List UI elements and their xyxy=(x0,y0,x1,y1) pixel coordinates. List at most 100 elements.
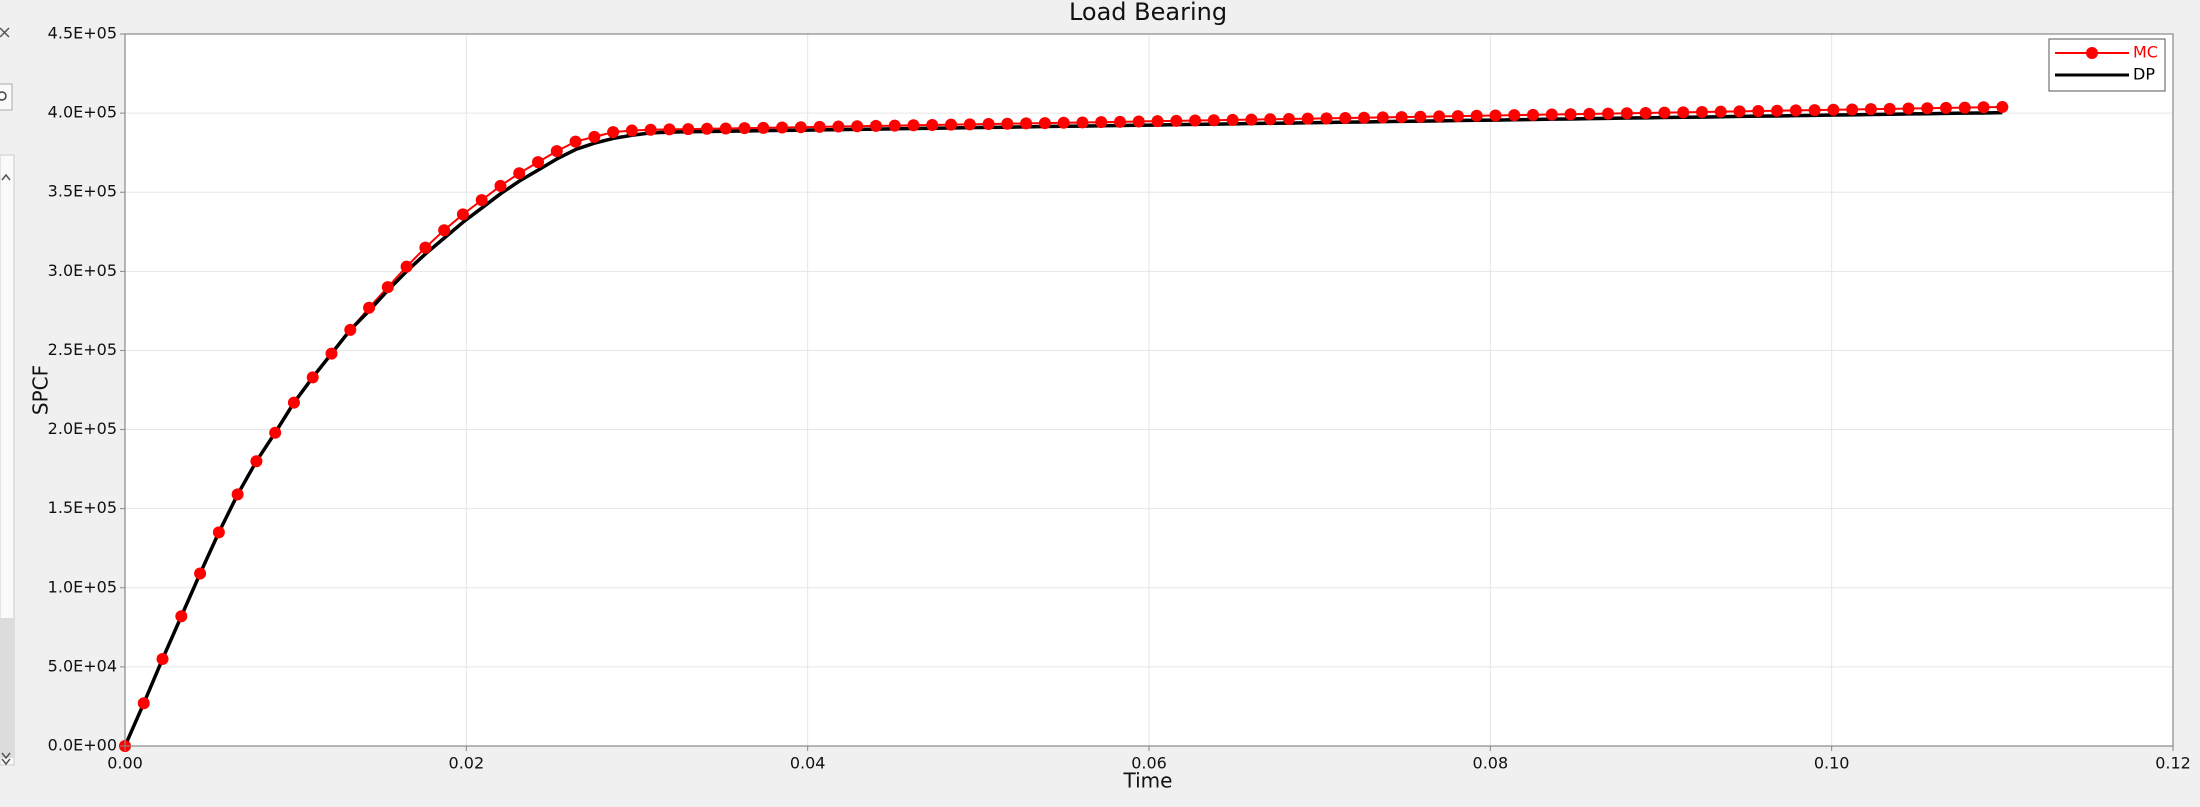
y-tick-label: 0.0E+00 xyxy=(48,736,117,755)
chart-title: Load Bearing xyxy=(1069,0,1227,26)
data-point xyxy=(381,281,394,294)
x-tick-label: 0.06 xyxy=(1131,754,1167,773)
data-point xyxy=(1207,114,1220,127)
data-point xyxy=(1921,102,1934,115)
data-point xyxy=(1789,104,1802,117)
data-point xyxy=(1395,111,1408,124)
close-icon[interactable] xyxy=(0,27,10,38)
data-point xyxy=(1639,106,1652,119)
data-point xyxy=(588,130,601,143)
x-tick-label: 0.08 xyxy=(1473,754,1509,773)
data-point xyxy=(1527,108,1539,121)
data-point xyxy=(982,118,995,131)
data-point xyxy=(1883,102,1896,115)
y-tick-label: 3.5E+05 xyxy=(48,182,117,201)
data-point xyxy=(1376,111,1389,124)
data-point xyxy=(1095,116,1108,129)
data-point xyxy=(1714,105,1727,118)
data-point xyxy=(945,118,958,131)
data-point xyxy=(1226,113,1239,126)
y-tick-label: 4.5E+05 xyxy=(48,24,117,43)
data-point xyxy=(1902,102,1915,115)
y-tick-label: 5.0E+04 xyxy=(48,656,117,675)
data-point xyxy=(1038,117,1051,130)
data-point xyxy=(1358,111,1371,124)
y-tick-label: 4.0E+05 xyxy=(48,103,117,122)
scroll-down[interactable] xyxy=(1,752,11,766)
data-point xyxy=(1339,112,1352,125)
data-point xyxy=(963,118,976,131)
data-point xyxy=(438,224,451,237)
data-point xyxy=(156,652,169,665)
data-point xyxy=(1470,109,1483,122)
data-point xyxy=(1940,101,1953,114)
data-point xyxy=(926,118,939,131)
ticks: 0.0E+00 5.0E+04 1.0E+05 1.5E+05 2.0E+05 2.5E+… xyxy=(48,24,2191,773)
scroll-up[interactable] xyxy=(1,173,11,181)
data-point xyxy=(1846,103,1859,116)
series-layer xyxy=(119,100,2009,752)
data-point xyxy=(1282,112,1295,125)
data-point xyxy=(869,119,882,132)
data-point xyxy=(1583,107,1596,120)
data-point xyxy=(1658,106,1671,119)
data-point xyxy=(400,260,413,273)
data-point xyxy=(1001,117,1014,130)
y-tick-label: 2.0E+05 xyxy=(48,419,117,438)
data-point xyxy=(607,126,620,139)
data-point xyxy=(550,145,563,158)
data-point xyxy=(1414,110,1427,123)
data-point xyxy=(738,122,751,135)
data-point xyxy=(888,119,901,132)
data-point xyxy=(757,121,770,134)
data-point xyxy=(700,122,713,135)
side-panel xyxy=(0,27,15,766)
data-point xyxy=(137,697,150,710)
data-point xyxy=(419,241,432,254)
data-point xyxy=(325,347,338,360)
data-point xyxy=(1076,116,1089,129)
data-point xyxy=(663,123,676,136)
data-point xyxy=(1508,109,1521,122)
data-point xyxy=(212,526,225,539)
data-point xyxy=(1602,107,1615,120)
data-point xyxy=(532,156,545,169)
data-point xyxy=(250,455,263,468)
data-point xyxy=(794,121,807,134)
data-point xyxy=(1733,105,1746,118)
data-point xyxy=(194,567,207,580)
x-tick-label: 0.04 xyxy=(790,754,826,773)
x-tick-label: 0.10 xyxy=(1814,754,1850,773)
data-point xyxy=(344,323,357,336)
data-point xyxy=(287,396,300,409)
data-point xyxy=(175,610,188,623)
scrollbar[interactable] xyxy=(0,154,15,766)
data-point xyxy=(475,194,488,207)
data-point xyxy=(1057,116,1070,129)
data-point xyxy=(813,120,826,133)
y-tick-label: 1.5E+05 xyxy=(48,498,117,517)
scroll-thumb[interactable] xyxy=(0,618,14,758)
data-point xyxy=(1977,101,1990,114)
data-point xyxy=(1827,103,1840,116)
data-point xyxy=(1132,115,1145,128)
data-point xyxy=(832,120,845,133)
legend: MC DP xyxy=(2048,38,2166,92)
data-point xyxy=(625,124,638,137)
data-point xyxy=(306,371,319,384)
legend-label: DP xyxy=(2133,65,2155,84)
data-point xyxy=(907,119,920,132)
data-point xyxy=(851,120,864,133)
data-point xyxy=(494,179,507,192)
data-point xyxy=(644,123,657,136)
data-point xyxy=(1170,114,1183,127)
y-tick-label: 3.0E+05 xyxy=(48,261,117,280)
data-point xyxy=(569,135,582,148)
data-point xyxy=(682,123,695,136)
legend-label: MC xyxy=(2133,43,2158,62)
data-point xyxy=(363,301,376,314)
data-point xyxy=(1301,112,1314,125)
data-point xyxy=(1958,101,1971,114)
